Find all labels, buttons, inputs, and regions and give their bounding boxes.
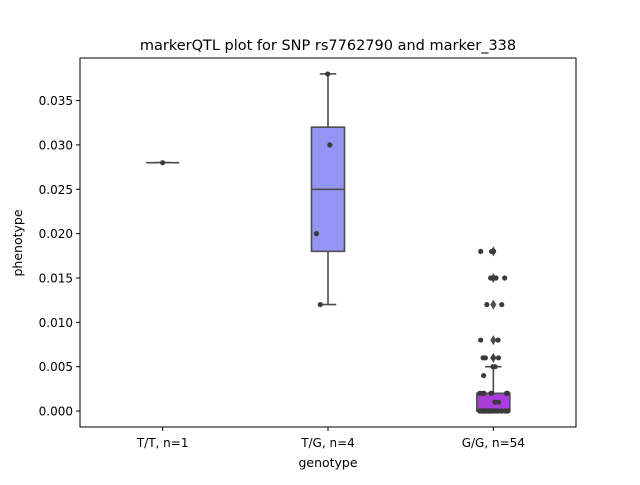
y-tick-label: 0.015 <box>39 271 73 285</box>
data-point <box>495 337 501 343</box>
data-point <box>495 355 502 361</box>
data-point <box>488 275 494 281</box>
x-tick-label: T/G, n=4 <box>300 436 355 450</box>
data-point <box>502 275 508 281</box>
y-tick-label: 0.035 <box>39 94 73 108</box>
y-tick-label: 0.010 <box>39 316 73 330</box>
x-tick-label: T/T, n=1 <box>136 436 189 450</box>
y-tick-label: 0.025 <box>39 183 73 197</box>
y-axis-label: phenotype <box>10 209 25 276</box>
data-point <box>502 408 508 414</box>
data-point <box>481 390 487 396</box>
data-point <box>477 408 483 414</box>
data-point <box>313 231 320 237</box>
outlier-marker <box>490 299 497 310</box>
data-point <box>484 301 490 308</box>
y-tick-label: 0.030 <box>39 138 73 152</box>
y-axis: 0.000 0.005 0.010 0.015 0.020 0.025 0.030 0.035 <box>39 94 80 419</box>
x-axis-label: genotype <box>298 455 357 470</box>
data-point <box>160 160 166 166</box>
data-point <box>488 390 494 396</box>
data-point <box>478 248 484 254</box>
data-point <box>504 390 510 396</box>
data-point <box>490 355 496 361</box>
data-point <box>490 248 497 254</box>
y-tick-label: 0.005 <box>39 360 73 374</box>
data-point <box>317 301 323 308</box>
data-point <box>490 364 496 370</box>
data-point <box>480 355 486 361</box>
data-point <box>481 372 487 379</box>
outlier-marker <box>490 335 497 346</box>
y-tick-label: 0.000 <box>39 405 73 419</box>
data-point <box>325 71 331 77</box>
data-point <box>493 275 499 281</box>
data-point <box>495 399 502 405</box>
data-point <box>492 399 498 405</box>
data-point <box>499 301 505 308</box>
box-group <box>310 73 346 306</box>
y-tick-label: 0.020 <box>39 227 73 241</box>
data-point <box>327 142 333 148</box>
data-point <box>482 408 488 414</box>
outlier-marker <box>490 272 497 283</box>
x-axis: T/T, n=1 T/G, n=4 G/G, n=54 <box>136 427 525 450</box>
x-tick-label: G/G, n=54 <box>462 436 525 450</box>
chart-title: markerQTL plot for SNP rs7762790 and mar… <box>140 38 516 54</box>
data-point <box>495 408 501 414</box>
data-point <box>478 337 484 343</box>
data-point <box>488 408 494 414</box>
plot-layer <box>146 71 511 414</box>
